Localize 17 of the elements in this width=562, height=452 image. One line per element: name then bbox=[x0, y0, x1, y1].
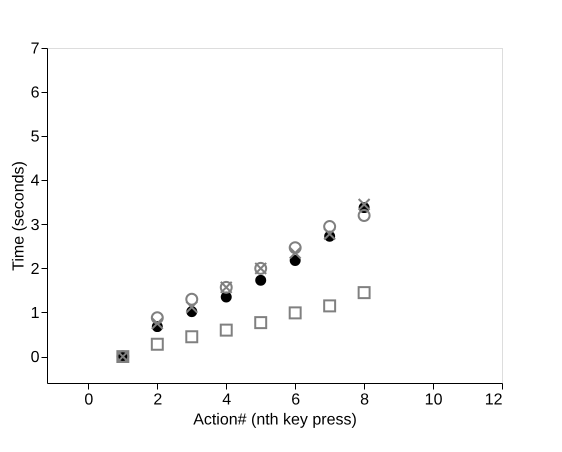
y-tick-label: 4 bbox=[30, 172, 40, 190]
y-axis-title: Time (seconds) bbox=[10, 161, 28, 271]
x-tick-label: 2 bbox=[153, 392, 162, 408]
x-tick-label: 8 bbox=[360, 392, 370, 408]
y-tick-label: 5 bbox=[30, 128, 40, 146]
x-tick-label: 0 bbox=[84, 392, 94, 408]
y-tick-label: 6 bbox=[30, 84, 40, 102]
y-tick-label: 7 bbox=[30, 40, 40, 58]
y-tick-label: 3 bbox=[30, 216, 40, 234]
y-tick-label: 1 bbox=[30, 304, 40, 322]
y-tick-label: 2 bbox=[30, 260, 40, 278]
y-tick-label: 0 bbox=[30, 349, 40, 366]
x-tick-label: 6 bbox=[291, 392, 300, 408]
x-tick-label: 10 bbox=[424, 392, 443, 408]
x-tick-label: 4 bbox=[222, 392, 232, 408]
x-axis-title: Action# (nth key press) bbox=[193, 412, 357, 428]
x-tick-label: 12 bbox=[484, 392, 503, 408]
